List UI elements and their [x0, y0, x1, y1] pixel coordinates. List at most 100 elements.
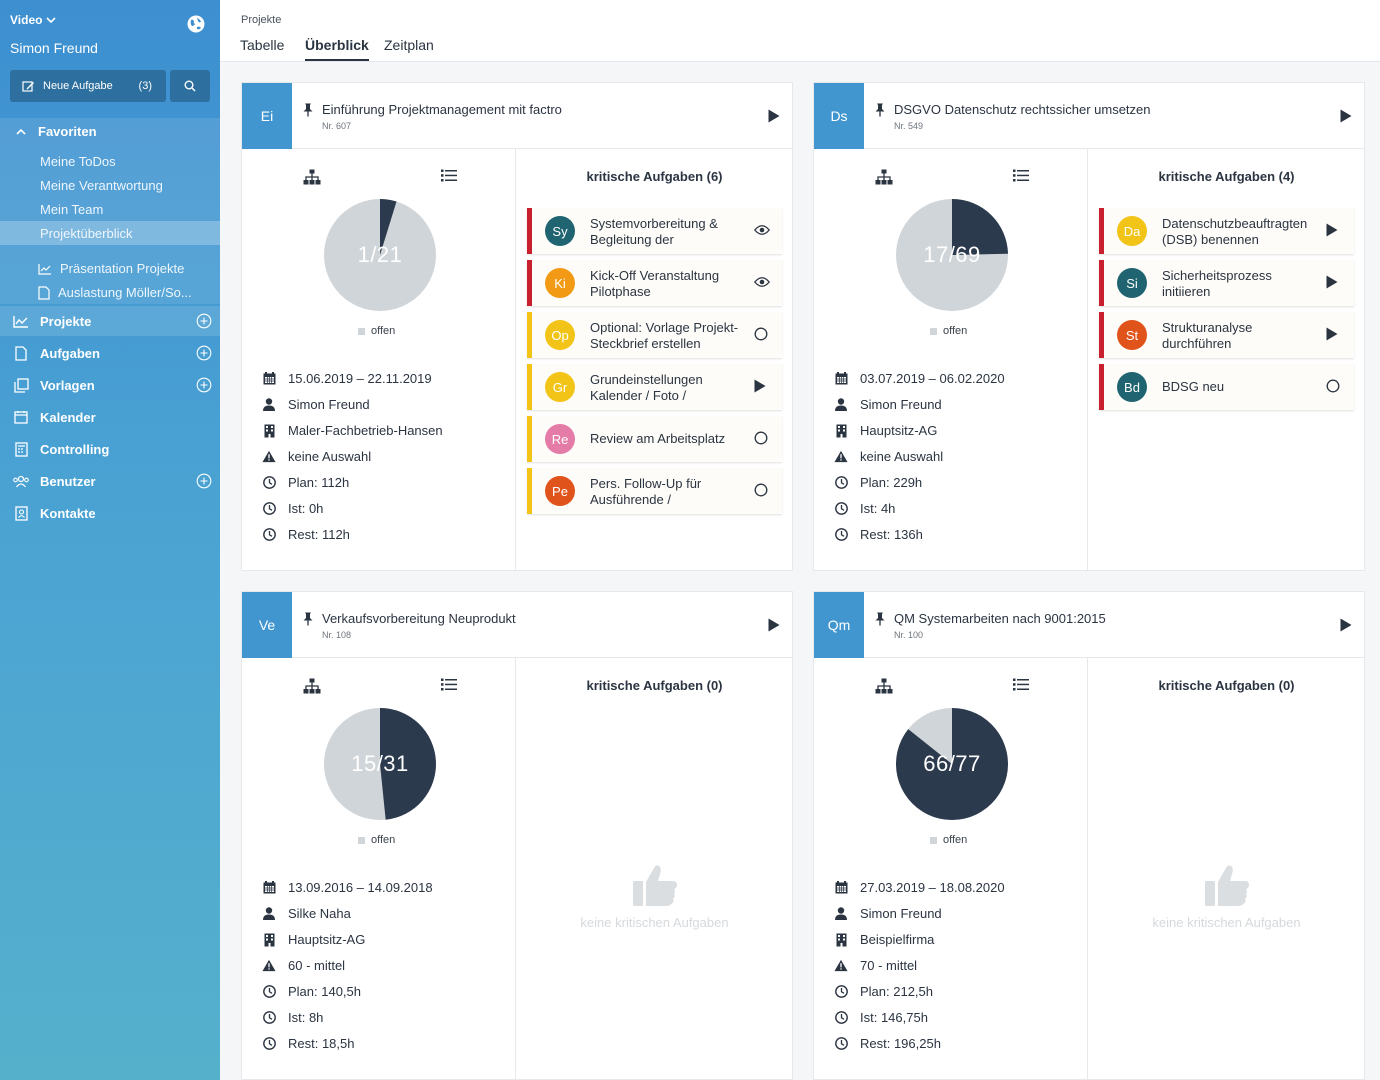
play-icon[interactable] [1326, 327, 1342, 343]
pie-legend: offen [358, 834, 395, 846]
user-name: Simon Freund [10, 40, 98, 56]
circle-icon[interactable] [754, 483, 770, 499]
add-project-icon[interactable] [196, 313, 212, 329]
empty-state-text: keine kritischen Aufgaben [1152, 915, 1301, 930]
add-task-icon[interactable] [196, 345, 212, 361]
project-actual-hours-value: Ist: 4h [860, 501, 896, 516]
play-icon[interactable] [1340, 109, 1352, 123]
breadcrumb[interactable]: Projekte [241, 14, 282, 26]
favorite-link-presentation[interactable]: Präsentation Projekte [38, 261, 184, 276]
play-icon[interactable] [1326, 223, 1342, 239]
eye-icon[interactable] [753, 275, 771, 291]
warning-icon [262, 959, 276, 973]
pin-icon[interactable] [874, 103, 886, 117]
project-title[interactable]: Einführung Projektmanagement mit factro [322, 102, 562, 117]
favorite-project-overview[interactable]: Projektüberblick [40, 226, 133, 241]
favorite-link-capacity[interactable]: Auslastung Möller/So... [38, 285, 192, 300]
workspace-switcher[interactable]: Video [10, 13, 57, 27]
nav-contacts[interactable]: Kontakte [12, 502, 212, 524]
add-template-icon[interactable] [196, 377, 212, 393]
calendar-icon [262, 372, 276, 386]
nav-tasks[interactable]: Aufgaben [12, 342, 212, 364]
critical-task-item[interactable]: Ki Kick-Off Veranstaltung Pilotphase [527, 260, 782, 306]
pin-icon[interactable] [302, 103, 314, 117]
favorite-my-todos[interactable]: Meine ToDos [40, 154, 116, 169]
pin-icon[interactable] [302, 612, 314, 626]
sitemap-icon[interactable] [303, 678, 321, 694]
list-icon[interactable] [441, 678, 457, 692]
list-icon[interactable] [1013, 169, 1029, 183]
project-title[interactable]: Verkaufsvorbereitung Neuprodukt [322, 611, 516, 626]
critical-task-item[interactable]: Da Datenschutzbeauftragten (DSB) benenne… [1099, 208, 1354, 254]
play-icon[interactable] [768, 109, 780, 123]
users-icon [12, 472, 30, 490]
project-card: Ei Einführung Projektmanagement mit fact… [241, 82, 793, 571]
sitemap-icon[interactable] [875, 678, 893, 694]
critical-task-item[interactable]: Op Optional: Vorlage Projekt-Steckbrief … [527, 312, 782, 358]
project-card-header[interactable]: Ds DSGVO Datenschutz rechtssicher umsetz… [814, 83, 1364, 149]
building-icon [834, 933, 848, 947]
project-badge: Ve [242, 592, 292, 658]
project-priority-value: 60 - mittel [288, 958, 346, 973]
sitemap-icon[interactable] [303, 169, 321, 185]
task-title: Strukturanalyse durchführen [1162, 320, 1253, 351]
chart-line-icon [38, 263, 51, 275]
project-dates: 03.07.2019 – 06.02.2020 [834, 371, 1005, 386]
critical-task-item[interactable]: Gr Grundeinstellungen Kalender / Foto / [527, 364, 782, 410]
pin-icon[interactable] [874, 612, 886, 626]
nav-label: Projekte [40, 313, 92, 329]
circle-icon[interactable] [754, 431, 770, 447]
critical-task-item[interactable]: Si Sicherheitsprozess initiieren [1099, 260, 1354, 306]
project-card-header[interactable]: Ve Verkaufsvorbereitung Neuprodukt Nr. 1… [242, 592, 792, 658]
progress-label: 66/77 [923, 751, 981, 776]
circle-icon[interactable] [1326, 379, 1342, 395]
play-icon[interactable] [754, 379, 770, 395]
critical-task-item[interactable]: Pe Pers. Follow-Up für Ausführende / [527, 468, 782, 514]
project-owner-value: Simon Freund [860, 397, 942, 412]
tab-overview[interactable]: Überblick [305, 37, 369, 61]
list-icon[interactable] [441, 169, 457, 183]
circle-icon[interactable] [754, 327, 770, 343]
play-icon[interactable] [1340, 618, 1352, 632]
play-icon[interactable] [768, 618, 780, 632]
project-plan-hours: Plan: 140,5h [262, 984, 361, 999]
nav-templates[interactable]: Vorlagen [12, 374, 212, 396]
new-task-button[interactable]: Neue Aufgabe (3) [10, 70, 166, 102]
project-company: Beispielfirma [834, 932, 934, 947]
sitemap-icon[interactable] [875, 169, 893, 185]
tab-table[interactable]: Tabelle [240, 37, 285, 53]
nav-active-highlight [0, 306, 220, 336]
favorites-header[interactable]: Favoriten [16, 124, 97, 139]
project-card-header[interactable]: Ei Einführung Projektmanagement mit fact… [242, 83, 792, 149]
tab-schedule[interactable]: Zeitplan [384, 37, 434, 53]
critical-task-item[interactable]: Sy Systemvorbereitung & Begleitung der [527, 208, 782, 254]
nav-users[interactable]: Benutzer [12, 470, 212, 492]
critical-task-item[interactable]: Re Review am Arbeitsplatz [527, 416, 782, 462]
critical-task-item[interactable]: St Strukturanalyse durchführen [1099, 312, 1354, 358]
search-button[interactable] [170, 70, 210, 102]
project-plan-hours-value: Plan: 229h [860, 475, 923, 490]
task-title: BDSG neu [1162, 379, 1225, 394]
project-title[interactable]: QM Systemarbeiten nach 9001:2015 [894, 611, 1106, 626]
play-icon[interactable] [1326, 275, 1342, 291]
add-user-icon[interactable] [196, 473, 212, 489]
globe-icon[interactable] [186, 14, 206, 34]
calendar-icon [12, 408, 30, 426]
eye-icon[interactable] [753, 223, 771, 239]
nav-projects[interactable]: Projekte [12, 310, 212, 332]
critical-task-item[interactable]: Bd BDSG neu [1099, 364, 1354, 410]
clock-icon [262, 1037, 276, 1051]
nav-calendar[interactable]: Kalender [12, 406, 212, 428]
project-priority: 60 - mittel [262, 958, 345, 973]
sidebar: Video Simon Freund Neue Aufgabe (3) Favo… [0, 0, 220, 1080]
project-owner-value: Simon Freund [860, 906, 942, 921]
project-title[interactable]: DSGVO Datenschutz rechtssicher umsetzen [894, 102, 1151, 117]
nav-controlling[interactable]: Controlling [12, 438, 212, 460]
project-card-header[interactable]: Qm QM Systemarbeiten nach 9001:2015 Nr. … [814, 592, 1364, 658]
list-icon[interactable] [1013, 678, 1029, 692]
favorite-my-responsibility[interactable]: Meine Verantwortung [40, 178, 163, 193]
project-dates-value: 03.07.2019 – 06.02.2020 [860, 371, 1005, 386]
building-icon [834, 424, 848, 438]
favorite-my-team[interactable]: Mein Team [40, 202, 104, 217]
task-title: Optional: Vorlage Projekt-Steckbrief ers… [590, 320, 739, 351]
